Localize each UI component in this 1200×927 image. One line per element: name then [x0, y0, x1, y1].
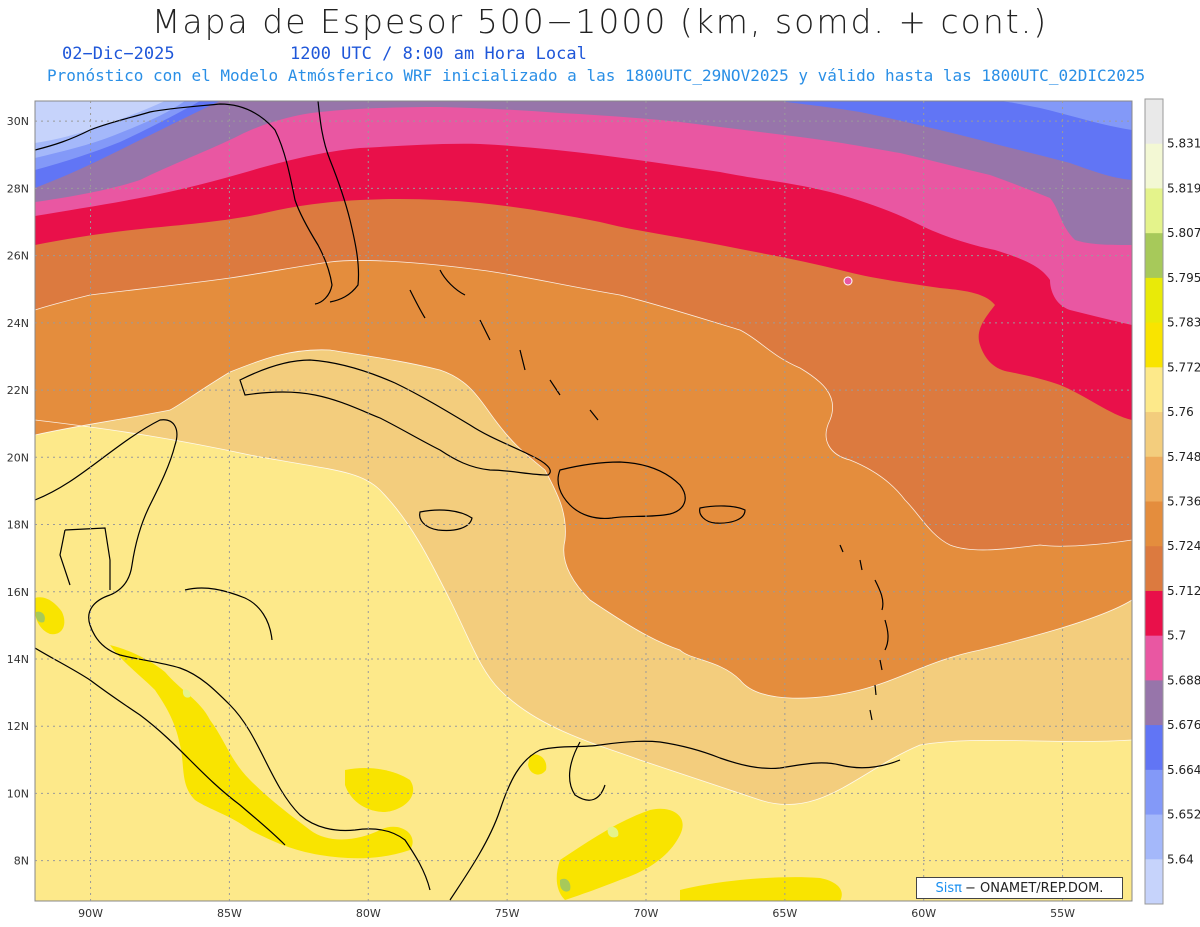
page-title: Mapa de Espesor 500−1000 (km, somd. + co… [151, 2, 1049, 41]
colorbar-label: 5.76 [1167, 405, 1194, 419]
colorbar-swatch [1145, 635, 1163, 681]
colorbar-label: 5.819 [1167, 181, 1200, 195]
colorbar-swatch [1145, 143, 1163, 189]
credit-box: Sisπ − ONAMET/REP.DOM. [916, 877, 1123, 899]
lat-label: 26N [7, 250, 29, 263]
colorbar-swatch [1145, 814, 1163, 860]
colorbar-label: 5.783 [1167, 316, 1200, 330]
colorbar-label: 5.664 [1167, 763, 1200, 777]
colorbar-label: 5.676 [1167, 718, 1200, 732]
lat-label: 30N [7, 115, 29, 128]
colorbar-swatch [1145, 367, 1163, 413]
colorbar-label: 5.7 [1167, 629, 1186, 643]
contour-fill [35, 101, 1132, 901]
colorbar-swatch [1145, 277, 1163, 324]
colorbar-swatch [1145, 188, 1163, 234]
colorbar-label: 5.64 [1167, 852, 1194, 866]
sispi-logo: Sisπ [935, 880, 963, 896]
colorbar-swatch [1145, 99, 1163, 145]
lon-label: 65W [772, 907, 797, 920]
lat-label: 20N [7, 451, 29, 464]
colorbar-swatch [1145, 590, 1163, 637]
colorbar-swatch [1145, 680, 1163, 726]
model-description: Pronóstico con el Modelo Atmósferico WRF… [47, 66, 1146, 85]
colorbar-label: 5.795 [1167, 271, 1200, 285]
lon-label: 60W [911, 907, 936, 920]
colorbar-swatch [1145, 769, 1163, 816]
latitude-labels: 30N 28N 26N 24N 22N 20N 18N 16N 14N 12N 10N 8N [7, 115, 29, 867]
colorbar-swatch [1145, 501, 1163, 547]
colorbar-frame [1144, 98, 1164, 905]
colorbar-label: 5.736 [1167, 495, 1200, 509]
colorbar-swatch [1145, 322, 1163, 368]
lat-label: 16N [7, 586, 29, 599]
map-frame [34, 100, 1133, 902]
colorbar-label: 5.807 [1167, 226, 1200, 240]
lon-label: 70W [634, 907, 659, 920]
colorbar-label: 5.688 [1167, 673, 1200, 687]
lat-label: 22N [7, 384, 29, 397]
colorbar-swatch [1145, 546, 1163, 592]
credit-text: − ONAMET/REP.DOM. [965, 880, 1104, 896]
colorbar-swatch [1145, 456, 1163, 502]
colorbar-label: 5.652 [1167, 808, 1200, 822]
lat-label: 8N [14, 855, 29, 868]
lon-label: 55W [1050, 907, 1075, 920]
longitude-labels: 90W 85W 80W 75W 70W 65W 60W 55W [78, 907, 1075, 920]
forecast-time: 1200 UTC / 8:00 am Hora Local [290, 44, 587, 64]
lon-label: 75W [495, 907, 520, 920]
lon-label: 80W [356, 907, 381, 920]
lon-label: 90W [78, 907, 103, 920]
lat-label: 18N [7, 519, 29, 532]
colorbar-swatch [1145, 233, 1163, 279]
lon-label: 85W [217, 907, 242, 920]
lat-label: 12N [7, 720, 29, 733]
colorbar-label: 5.748 [1167, 450, 1200, 464]
colorbar-swatch [1145, 412, 1163, 458]
colorbar-swatch [1145, 725, 1163, 771]
colorbar-label: 5.712 [1167, 584, 1200, 598]
colorbar: 5.64 5.652 5.664 5.676 5.688 5.7 5.712 5.724 5.7… [1144, 98, 1200, 905]
lat-label: 24N [7, 317, 29, 330]
colorbar-swatch [1145, 859, 1163, 905]
colorbar-label: 5.724 [1167, 539, 1200, 553]
colorbar-label: 5.831 [1167, 137, 1200, 151]
lat-label: 14N [7, 653, 29, 666]
graticule [35, 101, 1132, 901]
forecast-date: 02−Dic−2025 [62, 44, 175, 64]
colorbar-label: 5.772 [1167, 360, 1200, 374]
lat-label: 28N [7, 182, 29, 195]
lat-label: 10N [7, 787, 29, 800]
